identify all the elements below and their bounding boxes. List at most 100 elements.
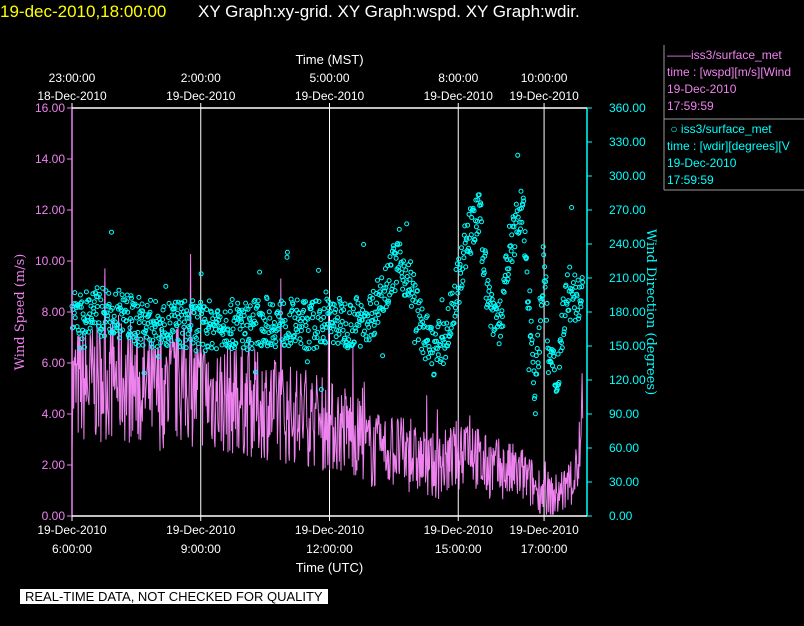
wind-direction-point [100,285,106,291]
wind-direction-point [277,322,282,327]
wind-direction-point [253,320,259,326]
wind-direction-point [544,338,550,344]
wind-direction-point [335,315,341,321]
wind-direction-point [325,298,331,304]
wind-direction-point [228,331,234,337]
wind-direction-point [72,315,78,321]
wind-direction-point [257,269,263,275]
wind-direction-point [258,343,264,349]
wind-direction-point [252,297,258,303]
right-axis-title: Wind Direction (degrees) [643,229,658,395]
wind-direction-point [249,346,255,351]
wind-direction-point [366,337,372,343]
wind-direction-point [528,333,534,338]
wind-direction-point [287,337,293,343]
wind-direction-point [511,224,517,230]
wind-direction-point [125,309,131,315]
wind-direction-point [284,254,290,260]
wind-direction-point [94,285,100,291]
wind-direction-point [160,317,165,323]
wind-direction-point [351,339,357,345]
wind-direction-point [542,284,548,290]
header-datetime: 19-dec-2010,18:00:00 [0,2,167,21]
wind-direction-point [439,297,445,303]
wind-direction-point [537,349,542,355]
wind-direction-point [202,348,208,354]
wind-direction-point [267,301,273,307]
wind-direction-point [318,387,324,392]
wind-direction-point [368,332,374,338]
wind-direction-point [313,298,319,304]
wind-direction-point [375,312,381,318]
wind-direction-point [434,346,440,352]
wind-direction-point [181,319,187,325]
wind-direction-point [209,341,215,346]
wind-direction-point [448,331,454,337]
right-axis-tick-label: 180.00 [609,305,646,319]
wind-direction-point [212,313,218,319]
wind-direction-point [129,318,135,324]
top-axis-tick-time: 10:00:00 [521,71,568,85]
wind-direction-point [116,335,122,341]
wind-direction-point [512,244,518,250]
wind-direction-point [200,341,206,347]
wind-direction-point [569,286,575,292]
wind-direction-point [511,216,516,222]
wind-direction-point [106,301,112,307]
wind-direction-point [501,289,507,295]
wind-direction-point [458,270,464,276]
wind-direction-point [191,310,197,316]
wind-direction-point [198,271,204,277]
wind-direction-point [520,195,526,201]
wind-direction-point [140,308,146,314]
wind-direction-point [456,299,462,305]
bottom-axis-tick-time: 6:00:00 [52,542,92,556]
legend-direction-time: 17:59:59 [667,173,714,187]
wind-direction-point [306,339,312,345]
wind-direction-point [502,273,508,278]
wind-direction-point [399,274,405,280]
wind-direction-point [332,309,338,315]
wind-direction-point [470,205,476,211]
wind-direction-point [576,316,581,322]
wind-direction-point [417,298,423,304]
bottom-axis-tick-time: 17:00:00 [521,542,568,556]
wind-direction-point [348,303,354,309]
wind-direction-point [124,299,130,305]
wind-direction-point [220,331,226,337]
top-axis-tick-date: 18-Dec-2010 [37,89,107,103]
wind-direction-point [404,221,410,227]
wind-direction-point [292,338,298,344]
wind-direction-point [148,297,153,303]
wind-direction-point [500,323,506,329]
wind-direction-point [161,322,167,328]
wind-direction-point [540,293,546,299]
wind-direction-point [414,288,420,294]
wind-direction-point [379,275,385,281]
wind-direction-point [400,286,406,292]
wind-direction-point [234,320,240,326]
wind-direction-point [564,272,570,278]
legend-speed-time: 17:59:59 [667,99,714,113]
wind-direction-point [569,205,575,210]
wind-direction-point [544,317,549,323]
wind-direction-point [193,335,199,341]
bottom-axis-tick-date: 19-Dec-2010 [424,523,494,537]
wind-direction-point [206,298,212,304]
wind-direction-point [424,338,430,344]
right-axis-tick-label: 60.00 [609,441,639,455]
wind-direction-point [196,327,202,333]
wind-direction-point [381,308,386,313]
wind-direction-point [424,313,430,319]
wind-direction-point [154,344,160,350]
wind-direction-point [473,224,479,230]
wind-direction-point [460,278,466,284]
wind-direction-point [532,393,538,399]
wind-direction-point [229,297,235,302]
wind-direction-point [408,259,413,265]
wind-direction-point [242,330,248,336]
wind-direction-point [366,324,372,330]
bottom-axis-tick-date: 19-Dec-2010 [509,523,579,537]
wind-direction-point [407,277,413,282]
wind-direction-point [420,319,425,325]
